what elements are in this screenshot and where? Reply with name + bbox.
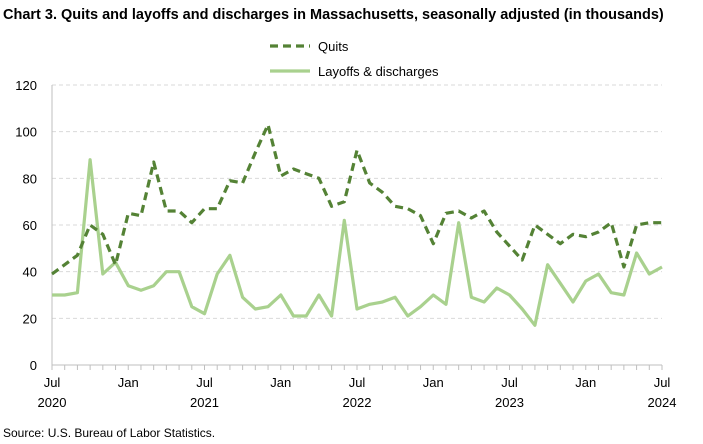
gridlines <box>52 84 662 319</box>
legend-label: Layoffs & discharges <box>318 64 439 79</box>
chart-title: Chart 3. Quits and layoffs and discharge… <box>3 7 664 23</box>
source-note: Source: U.S. Bureau of Labor Statistics. <box>3 426 216 440</box>
legend: Quits Layoffs & discharges <box>270 39 439 79</box>
x-tick-label: Jan <box>575 375 596 390</box>
x-tick-year-label: 2020 <box>38 395 67 410</box>
y-tick-label: 80 <box>23 171 37 186</box>
x-tick-label: Jul <box>44 375 61 390</box>
x-tick-year-label: 2021 <box>190 395 219 410</box>
y-tick-label: 120 <box>15 78 37 93</box>
legend-label: Quits <box>318 39 349 54</box>
y-tick-label: 0 <box>30 358 37 373</box>
series-line-layoffs-discharges <box>52 158 663 327</box>
y-tick-label: 20 <box>23 311 37 326</box>
x-tick-year-label: 2023 <box>495 395 524 410</box>
y-tick-label: 100 <box>15 125 37 140</box>
axes: 0 20 40 60 80 100 120 Jul 2020 Jan Jul 2021 Jan Jul 20… <box>15 78 676 410</box>
x-tick-label: Jan <box>270 375 291 390</box>
series-lines <box>51 123 663 327</box>
x-tick-label: Jan <box>118 375 139 390</box>
x-tick-label: Jul <box>654 375 671 390</box>
x-tick-label: Jan <box>423 375 444 390</box>
x-tick-label: Jul <box>196 375 213 390</box>
series-line-quits <box>51 123 662 276</box>
x-tick-label: Jul <box>349 375 366 390</box>
x-tick-year-label: 2022 <box>343 395 372 410</box>
y-tick-label: 40 <box>23 265 37 280</box>
x-tick-label: Jul <box>501 375 518 390</box>
x-tick-year-label: 2024 <box>648 395 677 410</box>
y-tick-label: 60 <box>23 218 37 233</box>
